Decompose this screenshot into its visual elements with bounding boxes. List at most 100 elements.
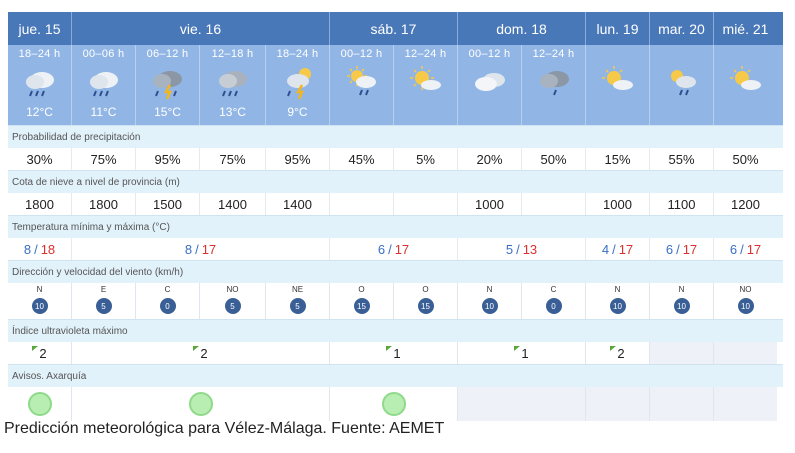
aviso-green-icon[interactable] (27, 392, 52, 416)
period-cell: 00–12 h (330, 45, 394, 125)
day-header[interactable]: mié. 21 (722, 20, 769, 37)
wind-cell: O 15 (330, 283, 394, 319)
period-label: 06–12 h (146, 48, 189, 60)
aviso-cell (8, 387, 72, 421)
uv-value: 2 (617, 345, 625, 361)
wind-cell: N 10 (8, 283, 72, 319)
sun-cloud-rain-icon (346, 66, 376, 96)
temp-max: 17 (618, 241, 634, 257)
snow-value: 1400 (266, 193, 330, 215)
wind-direction: NO (739, 285, 752, 294)
precip-value: 50% (732, 151, 759, 167)
snow-value: 1000 (586, 193, 650, 215)
wind-cell: O 15 (394, 283, 458, 319)
storm-icon (286, 68, 311, 100)
wind-speed-icon: 15 (353, 298, 370, 314)
precip-value: 95% (136, 148, 200, 170)
temp-min: 4 (601, 241, 610, 257)
snow-value (522, 193, 586, 215)
day-header[interactable]: jue. 15 (8, 12, 72, 45)
temperature-label: 12°C (26, 105, 53, 119)
wind-speed-icon: 15 (417, 298, 434, 314)
uv-cell: 2 (72, 342, 330, 364)
temperature-label: 15°C (154, 105, 181, 119)
temp-min: 6 (729, 241, 738, 257)
aviso-green-icon[interactable] (381, 392, 406, 416)
precip-value: 75% (72, 148, 136, 170)
sun-cloud-icon (729, 66, 761, 90)
sun-cloud-rain-icon (670, 70, 696, 96)
uv-value: 2 (200, 345, 208, 361)
temp-range: 6/17 (330, 238, 458, 260)
temp-range: 4/17 (586, 238, 650, 260)
snow-value (330, 193, 394, 215)
wind-speed-icon: 0 (545, 298, 562, 314)
day-header[interactable]: mar. 20 (650, 12, 714, 45)
period-label: 18–24 h (276, 48, 319, 60)
snow-value: 1800 (72, 193, 136, 215)
temp-min: 6 (665, 241, 674, 257)
uv-cell-empty (650, 342, 714, 364)
temp-range: 8/17 (72, 238, 330, 260)
rain-icon (25, 72, 54, 97)
wind-speed-icon: 10 (609, 298, 626, 314)
temp-min: 5 (505, 241, 514, 257)
temp-max: 17 (394, 241, 410, 257)
uv-row: 2 2 1 1 2 (8, 342, 783, 364)
precip-label: Probabilidad de precipitación (8, 125, 783, 148)
sun-cloud-icon (409, 66, 441, 90)
uv-value: 1 (521, 345, 529, 361)
day-header[interactable]: dom. 18 (458, 12, 586, 45)
wind-speed-icon: 10 (31, 298, 48, 314)
wind-direction: C (550, 285, 557, 294)
wind-speed-icon: 5 (95, 298, 112, 314)
snow-row: 1800 1800 1500 1400 1400 1000 1000 1100 … (8, 193, 783, 215)
rain-cloud-icon (539, 71, 569, 96)
temp-max: 13 (522, 241, 538, 257)
wind-speed-icon: 0 (159, 298, 176, 314)
wind-speed-icon: 10 (737, 298, 754, 314)
period-cell: 00–12 h (458, 45, 522, 125)
aviso-cell (72, 387, 330, 421)
snow-value: 1500 (136, 193, 200, 215)
temp-range: 6/17 (729, 241, 762, 257)
period-label: 18–24 h (18, 48, 61, 60)
uv-flag-icon (193, 345, 200, 351)
wind-direction: E (100, 285, 107, 294)
wind-speed-icon: 10 (673, 298, 690, 314)
snow-value: 1000 (458, 193, 522, 215)
period-cell: 18–24 h 12°C (8, 45, 72, 125)
rain-icon (218, 71, 247, 97)
temperature-label: 11°C (90, 105, 117, 119)
uv-flag-icon (32, 345, 39, 351)
wind-cell: N 10 (586, 283, 650, 319)
clouds-icon (474, 73, 505, 91)
temp-min: 8 (23, 241, 32, 257)
rain-icon (89, 72, 118, 97)
wind-direction: N (678, 285, 685, 294)
aviso-cell (330, 387, 458, 421)
uv-value: 2 (39, 345, 47, 361)
temp-max: 17 (746, 241, 762, 257)
day-header-row: jue. 15 vie. 16 sáb. 17 dom. 18 lun. 19 … (8, 12, 783, 45)
temp-row: 8/18 8/17 6/17 5/13 4/17 6/17 6/17 (8, 238, 783, 260)
day-header[interactable]: lun. 19 (586, 12, 650, 45)
snow-value: 1200 (731, 196, 760, 212)
day-header[interactable]: sáb. 17 (330, 12, 458, 45)
period-label: 12–18 h (211, 48, 254, 60)
aviso-green-icon[interactable] (188, 392, 213, 416)
wind-cell: N 10 (458, 283, 522, 319)
precip-value: 15% (586, 148, 650, 170)
uv-cell: 2 (586, 342, 650, 364)
wind-direction: N (486, 285, 493, 294)
wind-label: Dirección y velocidad del viento (km/h) (8, 260, 783, 283)
temp-label: Temperatura mínima y máxima (°C) (8, 215, 783, 238)
uv-flag-icon (514, 345, 521, 351)
temperature-label: 13°C (219, 105, 246, 119)
uv-cell-empty (714, 342, 777, 364)
precip-value: 5% (394, 148, 458, 170)
wind-speed-icon: 10 (481, 298, 498, 314)
day-header[interactable]: vie. 16 (72, 12, 330, 45)
wind-cell: N 10 (650, 283, 714, 319)
